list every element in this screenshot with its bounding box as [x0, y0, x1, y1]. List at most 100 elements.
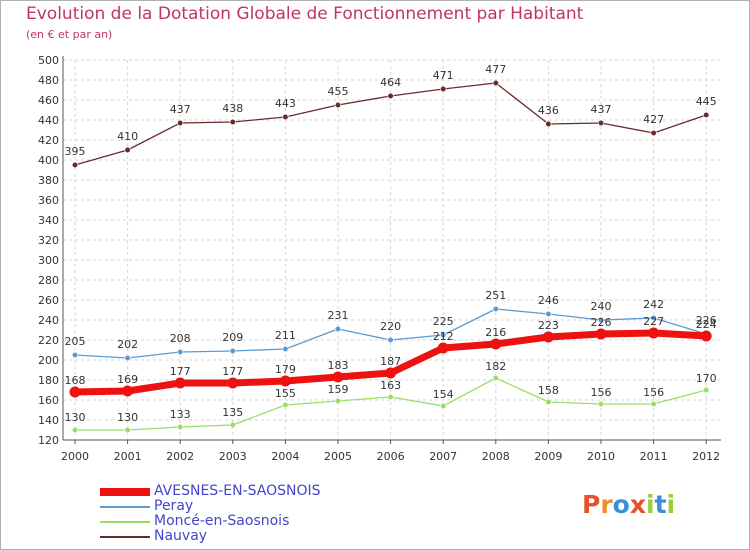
data-label: 226 [591, 316, 612, 329]
data-label: 205 [65, 335, 86, 348]
series-lines [69, 79, 712, 434]
y-tick-label: 300 [38, 254, 59, 267]
logo-letter: o [612, 490, 630, 519]
data-point [650, 314, 657, 322]
chart-title: Evolution de la Dotation Globale de Fonc… [26, 4, 584, 24]
data-point [334, 101, 342, 109]
data-point [387, 92, 394, 100]
data-point [71, 351, 79, 359]
data-label: 183 [328, 359, 349, 372]
data-label: 154 [433, 388, 454, 401]
x-tick-label: 2006 [377, 450, 405, 463]
data-label: 159 [328, 383, 349, 396]
legend-swatch-nauvay [100, 536, 150, 538]
data-label: 163 [380, 379, 401, 392]
data-label: 168 [65, 374, 86, 387]
data-label: 130 [65, 411, 86, 424]
data-point [703, 386, 710, 394]
logo-letter: i [666, 490, 676, 519]
data-point [177, 119, 184, 127]
data-label: 242 [643, 298, 664, 311]
y-tick-label: 140 [38, 414, 59, 427]
data-label: 395 [65, 145, 86, 158]
x-tick-label: 2009 [534, 450, 562, 463]
data-point [597, 316, 605, 324]
y-tick-label: 240 [38, 314, 59, 327]
y-tick-label: 380 [38, 174, 59, 187]
y-tick-label: 200 [38, 354, 59, 367]
data-label: 135 [222, 406, 243, 419]
data-point [282, 113, 289, 121]
y-tick-label: 480 [38, 74, 59, 87]
data-label: 182 [485, 360, 506, 373]
data-point [71, 426, 79, 434]
data-point [387, 393, 394, 401]
data-point [282, 345, 289, 353]
data-point [177, 348, 184, 356]
data-label: 177 [170, 365, 191, 378]
data-point [279, 375, 291, 387]
data-point [597, 119, 605, 127]
y-tick-label: 460 [38, 94, 59, 107]
data-labels: 395 410 437 438 443 455 464 471 477 436 437 427 445 1… [65, 63, 717, 424]
x-tick-label: 2007 [429, 450, 457, 463]
data-label: 158 [538, 384, 559, 397]
data-label: 225 [433, 315, 454, 328]
data-label: 251 [485, 289, 506, 302]
data-label: 209 [222, 331, 243, 344]
axes: 120 140 160 180 200 220 240 260 280 300 320 340 360 3… [38, 54, 721, 463]
legend-swatch-avesnes [100, 488, 150, 496]
data-point [597, 400, 605, 408]
logo-letter: P [582, 490, 601, 519]
x-tick-label: 2010 [587, 450, 615, 463]
y-tick-label: 340 [38, 214, 59, 227]
data-point [650, 129, 657, 137]
data-label: 437 [170, 103, 191, 116]
x-tick-label: 2003 [219, 450, 247, 463]
data-point [492, 374, 499, 382]
y-tick-label: 320 [38, 234, 59, 247]
data-point [229, 118, 236, 126]
legend-swatch-monce [100, 521, 150, 523]
y-tick-label: 500 [38, 54, 59, 67]
data-point [700, 330, 712, 342]
data-point [227, 377, 239, 389]
x-tick-label: 2001 [114, 450, 142, 463]
data-label: 227 [643, 315, 664, 328]
legend-label-nauvay: Nauvay [154, 528, 208, 544]
data-point [71, 161, 79, 169]
data-label: 155 [275, 387, 296, 400]
data-point [229, 347, 236, 355]
y-tick-label: 260 [38, 294, 59, 307]
data-label: 438 [222, 102, 243, 115]
data-label: 471 [433, 69, 454, 82]
data-point [440, 85, 447, 93]
x-tick-label: 2012 [692, 450, 720, 463]
data-label: 464 [380, 76, 401, 89]
data-label: 455 [328, 85, 349, 98]
data-label: 133 [170, 408, 191, 421]
y-tick-label: 400 [38, 154, 59, 167]
grid-lines [63, 59, 721, 441]
data-point [282, 401, 289, 409]
data-label: 212 [433, 330, 454, 343]
proxiti-logo: Proxiti [582, 490, 675, 519]
y-tick-label: 180 [38, 374, 59, 387]
data-label: 156 [591, 386, 612, 399]
y-tick-label: 360 [38, 194, 59, 207]
data-label: 443 [275, 97, 296, 110]
data-point [174, 377, 186, 389]
data-point [332, 371, 344, 383]
data-point [124, 146, 131, 154]
logo-letter: t [654, 490, 667, 519]
y-tick-label: 120 [38, 434, 59, 447]
data-label: 208 [170, 332, 191, 345]
data-point [440, 331, 447, 339]
data-point [177, 423, 184, 431]
data-point [124, 354, 131, 362]
y-tick-label: 160 [38, 394, 59, 407]
logo-letter: i [646, 490, 655, 519]
data-label: 179 [275, 363, 296, 376]
data-label: 220 [380, 320, 401, 333]
x-tick-label: 2011 [640, 450, 668, 463]
